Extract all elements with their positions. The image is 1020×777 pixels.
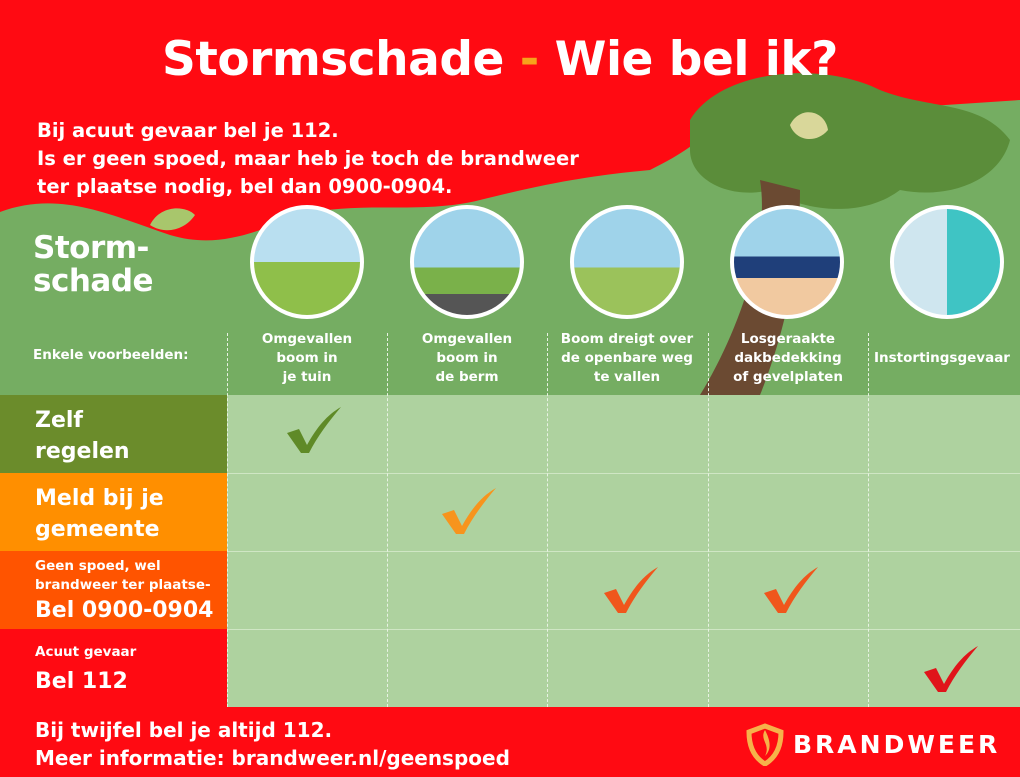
check-icon [764,567,818,613]
storm-line: Storm- [33,230,149,266]
stormschade-heading: Storm- schade [33,230,154,299]
check-icon [287,407,341,453]
column-header: Omgevallen boom in je tuin [261,331,353,385]
column-divider [387,333,388,707]
check-icon [924,646,978,692]
footer-line: Bij twijfel bel je altijd 112. [35,718,333,742]
row-label-gemeente: Meld bij je gemeente [0,473,227,551]
intro-line: ter plaatse nodig, bel dan 0900-0904. [37,175,453,198]
flame-shield-icon [746,723,784,766]
column-divider [708,333,709,707]
row-label-0900: Geen spoed, wel brandweer ter plaatse- Bel… [0,551,227,629]
column-divider [227,333,228,707]
title-part2: Wie bel ik? [554,32,839,87]
row-divider [227,473,1020,474]
logo-text: BRANDWEER [793,729,1001,759]
damaged-roof-icon [730,205,844,319]
examples-label: Enkele voorbeelden: [33,347,189,363]
column-divider [868,333,869,707]
fallen-tree-roadside-icon [410,205,524,319]
leaf-decoration [790,112,828,140]
column-header: Instortingsgevaar [874,350,1010,366]
title-dash: - [519,32,540,87]
tree-crown [690,73,1010,209]
row-divider [227,551,1020,552]
footer-link[interactable]: Meer informatie: brandweer.nl/geenspoed [35,746,510,770]
check-icon [442,488,496,534]
column-header: Boom dreigt over de openbare weg te vallen [560,331,694,385]
intro-line: Bij acuut gevaar bel je 112. [37,119,339,142]
intro-line: Is er geen spoed, maar heb je toch de br… [37,147,579,170]
row-label-112: Acuut gevaar Bel 112 [0,629,227,707]
row-label-zelf-regelen: Zelf regelen [0,395,227,473]
column-divider [547,333,548,707]
footer-text: Bij twijfel bel je altijd 112. Meer info… [35,716,510,772]
column-header: Losgeraakte dakbedekking of gevelplaten [733,331,843,385]
fallen-tree-garden-icon [250,205,364,319]
check-icon [604,567,658,613]
row-divider [227,629,1020,630]
title-part1: Stormschade [162,32,504,87]
page-title: Stormschade - Wie bel ik? [0,32,1000,87]
tree-over-road-icon [570,205,684,319]
brandweer-logo: BRANDWEER [745,722,1000,766]
collapse-danger-icon [890,205,1004,319]
column-header: Omgevallen boom in de berm [421,331,513,385]
leaf-decoration [150,208,195,231]
storm-line: schade [33,263,154,299]
intro-text: Bij acuut gevaar bel je 112. Is er geen … [37,117,579,201]
